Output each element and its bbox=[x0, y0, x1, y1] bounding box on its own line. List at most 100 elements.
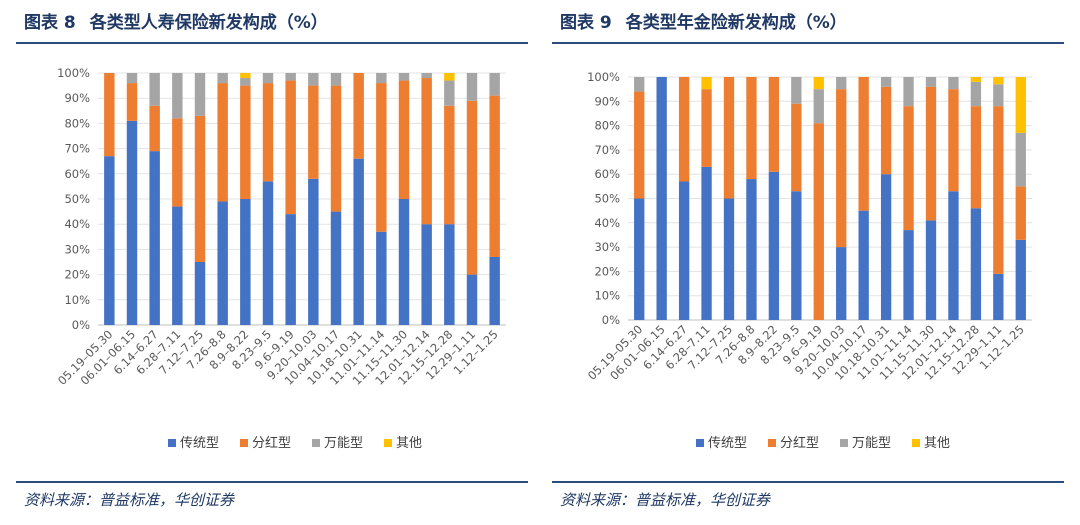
bar-segment bbox=[701, 77, 712, 90]
bar-segment bbox=[421, 73, 432, 79]
y-tick-label: 100% bbox=[587, 70, 620, 84]
bar-segment bbox=[634, 198, 645, 320]
legend-swatch bbox=[840, 439, 848, 447]
bar-segment bbox=[489, 95, 500, 257]
legend-label: 万能型 bbox=[324, 436, 363, 451]
bar-segment bbox=[466, 100, 478, 275]
bar-segment bbox=[240, 78, 251, 86]
bar-segment bbox=[1015, 132, 1026, 187]
bar-segment bbox=[925, 220, 937, 320]
bar-segment bbox=[858, 210, 869, 320]
bar-segment bbox=[217, 83, 228, 202]
bar-segment bbox=[768, 171, 780, 320]
bar-segment bbox=[444, 80, 455, 106]
bar-segment bbox=[353, 73, 364, 159]
bar-segment bbox=[217, 201, 228, 325]
bar-segment bbox=[903, 77, 914, 107]
y-tick-label: 90% bbox=[594, 94, 620, 108]
bar-segment bbox=[217, 73, 228, 84]
bar-segment bbox=[656, 77, 667, 320]
bar-segment bbox=[701, 166, 712, 320]
legend-swatch bbox=[696, 439, 704, 447]
bar-segment bbox=[398, 199, 410, 325]
bar-segment bbox=[330, 211, 342, 325]
bar-segment bbox=[421, 78, 432, 225]
bar-segment bbox=[398, 73, 410, 81]
bar-segment bbox=[723, 198, 735, 320]
bar-segment bbox=[308, 85, 319, 179]
bar-segment bbox=[993, 84, 1004, 107]
bar-segment bbox=[376, 231, 387, 325]
chart-panel-annuity: 图表 9 各类型年金险新发构成（%） 0% 10% 20% 30% 40% 50% 60% 70… bbox=[548, 0, 1068, 525]
bar-segment bbox=[353, 158, 364, 325]
bar-segment bbox=[240, 199, 251, 325]
legend-swatch bbox=[168, 439, 176, 447]
bar-segment bbox=[970, 81, 982, 107]
legend-swatch bbox=[768, 439, 776, 447]
bar-segment bbox=[421, 224, 432, 325]
legend-label: 其他 bbox=[396, 436, 422, 451]
bar-segment bbox=[678, 77, 690, 182]
y-tick-label: 80% bbox=[594, 119, 620, 133]
bar-segment bbox=[172, 206, 183, 325]
bar-segment bbox=[970, 208, 982, 320]
bar-segment bbox=[126, 73, 138, 84]
y-tick-label: 30% bbox=[594, 240, 620, 254]
bar-segment bbox=[466, 274, 478, 325]
bar-segment bbox=[903, 230, 914, 320]
y-tick-label: 70% bbox=[594, 143, 620, 157]
bar-segment bbox=[149, 73, 160, 106]
bar-segment bbox=[308, 73, 319, 86]
bar-segment bbox=[746, 77, 757, 180]
bar-segment bbox=[104, 156, 115, 325]
bar-segment bbox=[126, 83, 138, 121]
bar-segment bbox=[308, 178, 319, 325]
bar-segment bbox=[285, 80, 296, 215]
source-note: 资料来源：普益标准，华创证券 bbox=[24, 491, 235, 509]
bar-segment bbox=[444, 73, 455, 81]
y-tick-label: 80% bbox=[64, 116, 90, 130]
bar-segment bbox=[880, 174, 892, 320]
legend-swatch bbox=[912, 439, 920, 447]
legend-swatch bbox=[312, 439, 320, 447]
y-tick-label: 90% bbox=[64, 91, 90, 105]
bar-segment bbox=[813, 123, 824, 320]
legend-swatch bbox=[240, 439, 248, 447]
bar-segment bbox=[836, 77, 847, 90]
legend-label: 传统型 bbox=[708, 436, 747, 451]
y-tick-label: 20% bbox=[64, 268, 90, 282]
bar-segment bbox=[444, 105, 455, 225]
bar-segment bbox=[925, 86, 937, 221]
bar-segment bbox=[330, 85, 342, 212]
bar-segment bbox=[126, 120, 138, 325]
bar-segment bbox=[634, 77, 645, 92]
y-tick-label: 10% bbox=[64, 293, 90, 307]
bar-segment bbox=[104, 73, 115, 157]
bar-segment bbox=[149, 151, 160, 325]
bar-segment bbox=[262, 181, 274, 325]
chart-panel-life-insurance: 图表 8 各类型人寿保险新发构成（%） 0% 10% 20% 30% 40% 50% 60% 7… bbox=[12, 0, 532, 525]
bar-segment bbox=[948, 191, 959, 320]
y-tick-label: 0% bbox=[602, 313, 620, 327]
legend-swatch bbox=[384, 439, 392, 447]
bar-segment bbox=[398, 80, 410, 199]
bar-segment bbox=[172, 73, 183, 119]
bar-segment bbox=[634, 91, 645, 199]
bar-segment bbox=[149, 105, 160, 152]
bar-segment bbox=[948, 89, 959, 192]
bar-segment bbox=[1015, 186, 1026, 240]
bar-segment bbox=[1015, 239, 1026, 320]
y-tick-label: 20% bbox=[594, 264, 620, 278]
bar-segment bbox=[466, 73, 478, 101]
bar-segment bbox=[172, 118, 183, 207]
y-tick-label: 100% bbox=[57, 66, 90, 80]
source-rule bbox=[552, 481, 1064, 483]
title-rule bbox=[552, 42, 1064, 44]
bar-segment bbox=[489, 256, 500, 325]
bar-segment bbox=[993, 273, 1004, 320]
bar-segment bbox=[993, 106, 1004, 274]
source-note: 资料来源：普益标准，华创证券 bbox=[560, 491, 771, 509]
bar-segment bbox=[858, 77, 869, 211]
bar-segment bbox=[791, 191, 802, 320]
bar-segment bbox=[768, 77, 780, 172]
